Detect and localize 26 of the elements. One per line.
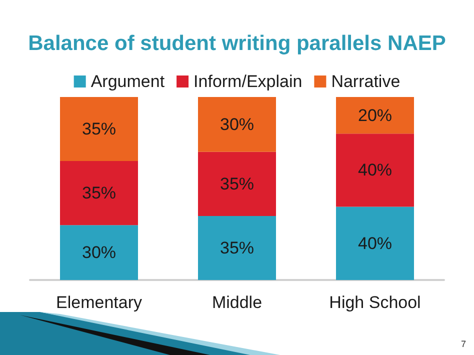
bar xyxy=(336,97,414,134)
data-label: 35% xyxy=(220,238,254,258)
legend-label: Narrative xyxy=(331,72,400,91)
bar xyxy=(336,134,414,207)
bar xyxy=(198,216,276,280)
x-tick-label: High School xyxy=(329,293,421,312)
data-label: 40% xyxy=(358,160,392,180)
x-tick-label: Middle xyxy=(212,293,262,312)
data-label: 35% xyxy=(82,184,116,203)
bar xyxy=(198,152,276,216)
legend-label: Argument xyxy=(90,72,165,91)
data-label: 40% xyxy=(358,234,392,253)
legend-label: Inform/Explain xyxy=(194,72,302,91)
data-label: 20% xyxy=(358,106,392,125)
text: 7 xyxy=(460,339,466,349)
bar xyxy=(336,206,414,280)
data-label: 30% xyxy=(220,114,254,134)
bar xyxy=(60,161,138,226)
bar xyxy=(198,97,276,152)
chart-title: Balance of student writing parallels NAEP xyxy=(28,32,446,55)
bar xyxy=(60,225,138,280)
data-label: 35% xyxy=(220,174,254,194)
data-label: 35% xyxy=(82,120,116,139)
data-label: 30% xyxy=(82,243,116,262)
bar xyxy=(60,97,138,162)
x-tick-label: Elementary xyxy=(56,293,142,312)
